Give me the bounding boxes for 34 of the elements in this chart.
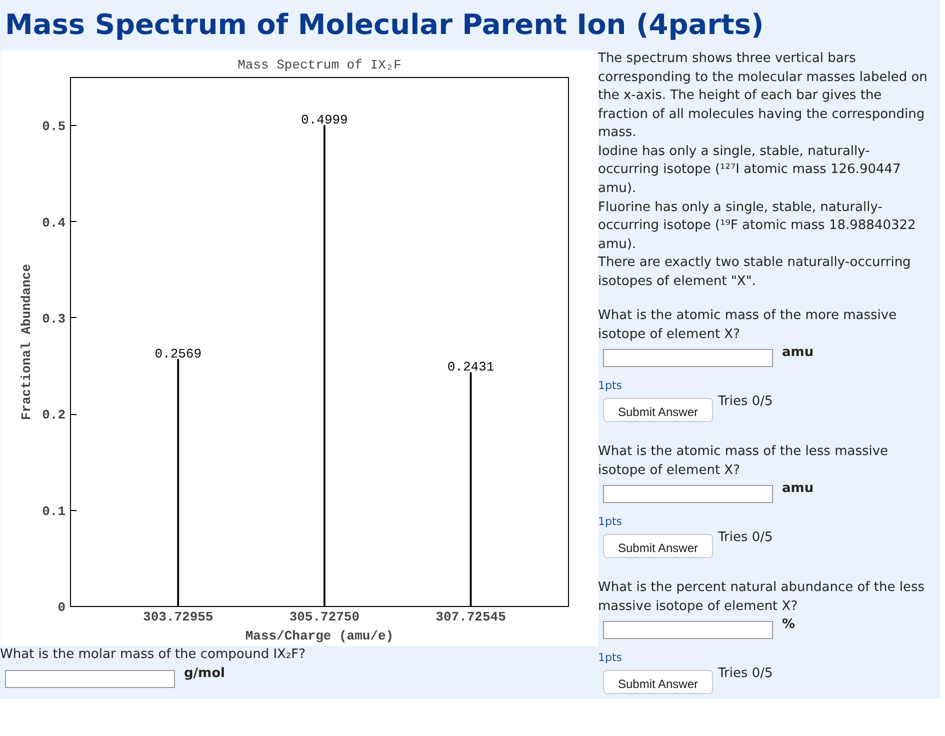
text: The spectrum shows three vertical bars corresponding to the molecular masses labeled on the x-axis. The height of each bar gives the fraction of all molecules having the corresponding mass. Iodine has only a single, stable, naturally-occurring isotope (¹²⁷I atomic mass 126.90447 amu). Fluorine has only a single, stable, naturally-occurring isotope (¹⁹F atomic mass 18.98840322 amu). There are exactly two stable naturally-occurring isotopes of element "X". (598, 51, 928, 289)
text: 1pts (598, 514, 622, 530)
data-label: 0.2569 (154, 346, 202, 362)
text: amu (782, 344, 814, 362)
text: Tries 0/5 (718, 665, 773, 684)
text: What is the atomic mass of the less massive isotope of element X? (598, 443, 890, 480)
data-label: 0.4999 (301, 112, 348, 128)
text: What is the atomic mass of the more massive isotope of element X? (598, 307, 898, 344)
x-tick-label: 303.72955 (143, 610, 214, 624)
y-tick-label: 0.5 (42, 119, 66, 134)
x-axis-title: Mass/Charge (amu/e) (245, 628, 394, 644)
text: amu (782, 480, 814, 498)
y-tick-label: 0.1 (42, 504, 66, 519)
text: Submit Answer (603, 534, 713, 558)
text: Submit Answer (603, 398, 713, 422)
y-tick-label: 0.4 (42, 215, 66, 230)
y-tick-label: 0.2 (42, 408, 66, 423)
text: Tries 0/5 (718, 393, 773, 412)
y-tick-label: 0.3 (42, 311, 66, 326)
text: % (782, 616, 796, 634)
text: What is the molar mass of the compound IX₂F? (0, 646, 306, 664)
text: Tries 0/5 (718, 529, 773, 548)
chart-title: Mass Spectrum of IX₂F (238, 58, 402, 72)
data-label: 0.2431 (447, 360, 494, 375)
y-tick-label: 0 (58, 600, 66, 615)
text: 1pts (598, 378, 622, 394)
x-tick-label: 305.72750 (289, 610, 360, 624)
text: g/mol (184, 664, 225, 683)
text: Submit Answer (603, 670, 713, 694)
y-axis-title: Fractional Abundance (19, 264, 34, 420)
text: Mass Spectrum of Molecular Parent Ion (4parts) (5, 7, 764, 43)
text: 1pts (598, 650, 622, 666)
text: What is the percent natural abundance of the less massive isotope of element X? (598, 579, 926, 616)
x-tick-label: 307.72545 (436, 610, 506, 624)
